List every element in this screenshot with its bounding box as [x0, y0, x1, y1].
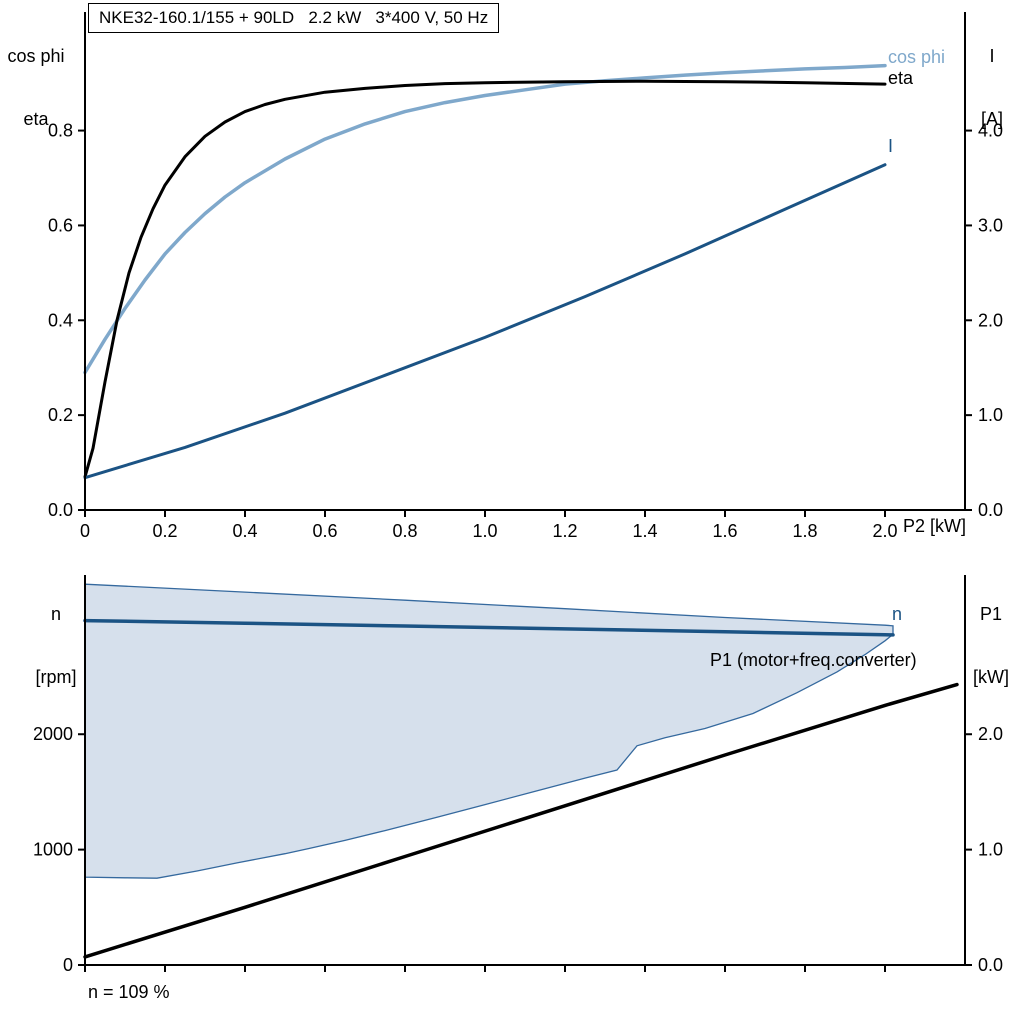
p1-unit-label: [kW] — [973, 667, 1009, 687]
x-tick-label: 1.6 — [712, 521, 737, 541]
x-tick-label: 0.4 — [232, 521, 257, 541]
top-left-axis-title: cos phi eta — [2, 4, 70, 172]
current-unit-label: [A] — [980, 109, 1003, 129]
x-tick-label: 1.8 — [792, 521, 817, 541]
speed-curve — [83, 618, 895, 637]
eta-curve — [83, 79, 887, 479]
y-tick-label: 1.0 — [978, 840, 1003, 860]
bottom-right-axis-title: P1 [kW] — [962, 562, 1020, 730]
speed-range-band — [84, 583, 894, 879]
current-curve — [83, 163, 887, 480]
cos-phi-curve-label: cos phi — [888, 47, 946, 67]
y-tick-label: 0.0 — [978, 500, 1003, 520]
x-tick-label: 1.2 — [552, 521, 577, 541]
speed-curve-label: n — [892, 604, 903, 624]
p1-axis-label: P1 — [979, 604, 1003, 624]
y-tick-label: 1000 — [33, 840, 73, 860]
y-tick-label: 0.2 — [48, 405, 73, 425]
cos-phi-axis-label: cos phi — [7, 46, 65, 66]
top-chart: 0 0.2 0.4 0.6 0.8 1.0 1.2 1.4 1.6 1.8 2.0 0.0 0.2 0.4… — [48, 12, 1003, 541]
speed-setting-note: n = 109 % — [88, 982, 170, 1002]
top-right-axis-title: I [A] — [964, 4, 1020, 172]
top-axes: 0 0.2 0.4 0.6 0.8 1.0 1.2 1.4 1.6 1.8 2.0 0.0 0.2 0.4… — [48, 12, 1003, 541]
y-tick-label: 0.4 — [48, 310, 73, 330]
y-tick-label: 2.0 — [978, 310, 1003, 330]
cos-phi-curve — [83, 63, 887, 375]
current-curve-label: I — [888, 136, 894, 156]
x-tick-label: 0.8 — [392, 521, 417, 541]
bottom-left-axis-title: n [rpm] — [20, 562, 92, 730]
pump-title: NKE32-160.1/155 + 90LD 2.2 kW 3*400 V, 5… — [88, 3, 500, 33]
y-tick-label: 0.0 — [48, 500, 73, 520]
x-tick-label: 0.6 — [312, 521, 337, 541]
x-tick-label: 0 — [80, 521, 90, 541]
current-axis-label: I — [989, 46, 995, 66]
speed-axis-label: n — [50, 604, 61, 624]
p2-axis-label: P2 [kW] — [903, 516, 967, 536]
bottom-chart: 0 1000 2000 0.0 1.0 2.0 — [33, 575, 1003, 975]
speed-unit-label: [rpm] — [35, 667, 77, 687]
y-tick-label: 0.8 — [48, 121, 73, 141]
y-tick-label: 0.6 — [48, 215, 73, 235]
x-tick-label: 1.0 — [472, 521, 497, 541]
y-tick-label: 2.0 — [978, 724, 1003, 744]
y-tick-label: 2000 — [33, 724, 73, 744]
x-tick-label: 2.0 — [872, 521, 897, 541]
bottom-axes: 0 1000 2000 0.0 1.0 2.0 — [33, 575, 1003, 975]
y-tick-label: 0 — [63, 955, 73, 975]
x-tick-label: 0.2 — [152, 521, 177, 541]
p1-curve-label: P1 (motor+freq.converter) — [710, 650, 917, 670]
y-tick-label: 0.0 — [978, 955, 1003, 975]
x-tick-label: 1.4 — [632, 521, 657, 541]
eta-curve-label: eta — [888, 68, 914, 88]
y-tick-label: 3.0 — [978, 215, 1003, 235]
eta-axis-label: eta — [23, 109, 49, 129]
y-tick-label: 4.0 — [978, 121, 1003, 141]
y-tick-label: 1.0 — [978, 405, 1003, 425]
p1-curve — [83, 682, 959, 959]
